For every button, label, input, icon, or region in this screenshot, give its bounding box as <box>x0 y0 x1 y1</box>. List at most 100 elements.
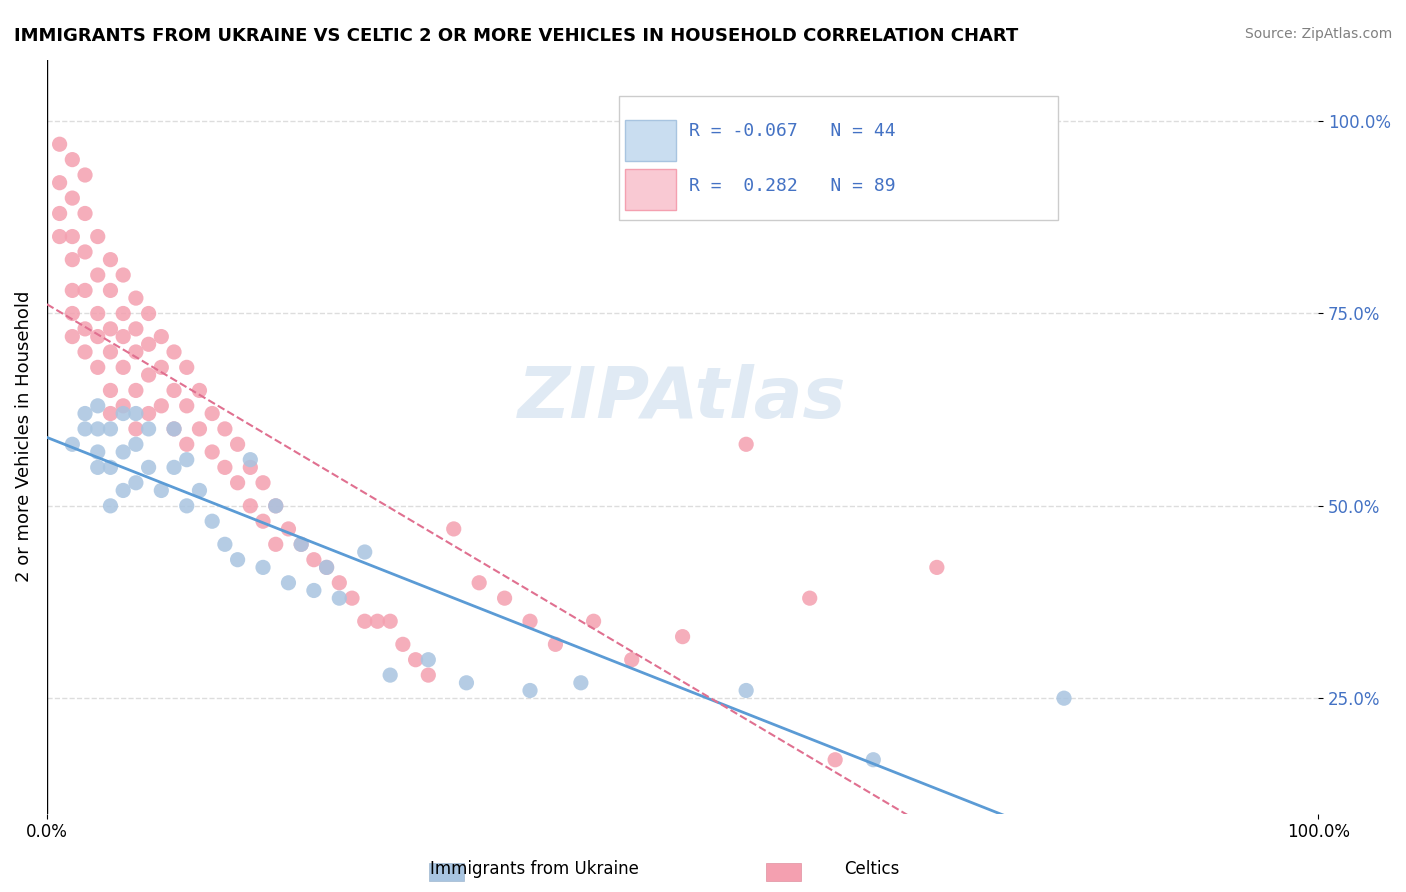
Point <box>328 591 350 606</box>
Point <box>125 384 148 398</box>
Point <box>138 306 160 320</box>
Point <box>252 560 274 574</box>
Point <box>112 407 135 421</box>
Point <box>201 445 224 459</box>
Point <box>163 422 186 436</box>
Point <box>125 437 148 451</box>
Point <box>226 437 249 451</box>
Point <box>100 345 122 359</box>
Point <box>519 614 541 628</box>
Point <box>468 575 491 590</box>
Point <box>73 422 96 436</box>
Point <box>443 522 465 536</box>
Point <box>125 475 148 490</box>
Point <box>73 407 96 421</box>
Point <box>100 460 122 475</box>
Point <box>48 229 70 244</box>
Point <box>138 460 160 475</box>
Point <box>87 268 110 282</box>
Point <box>100 407 122 421</box>
Point <box>188 384 211 398</box>
Point <box>277 522 299 536</box>
Point <box>290 537 312 551</box>
Point <box>100 322 122 336</box>
Point <box>87 422 110 436</box>
Point <box>112 268 135 282</box>
Point <box>176 399 198 413</box>
Point <box>418 668 440 682</box>
FancyBboxPatch shape <box>619 95 1057 220</box>
Point <box>112 445 135 459</box>
Point <box>60 153 83 167</box>
Point <box>201 514 224 528</box>
Point <box>150 483 173 498</box>
Point <box>799 591 821 606</box>
Point <box>48 176 70 190</box>
Point <box>620 653 643 667</box>
Point <box>239 452 262 467</box>
Point <box>100 284 122 298</box>
Text: Immigrants from Ukraine: Immigrants from Ukraine <box>430 860 638 878</box>
Point <box>392 637 415 651</box>
Point <box>569 675 592 690</box>
Y-axis label: 2 or more Vehicles in Household: 2 or more Vehicles in Household <box>15 291 32 582</box>
Point <box>418 653 440 667</box>
Text: Source: ZipAtlas.com: Source: ZipAtlas.com <box>1244 27 1392 41</box>
Point <box>264 499 287 513</box>
Point <box>125 345 148 359</box>
Point <box>112 399 135 413</box>
Point <box>150 399 173 413</box>
Text: R =  0.282   N = 89: R = 0.282 N = 89 <box>689 178 896 195</box>
Point <box>862 753 884 767</box>
Point <box>48 137 70 152</box>
Point <box>456 675 478 690</box>
Point <box>252 514 274 528</box>
Point <box>366 614 388 628</box>
Point <box>73 168 96 182</box>
Point <box>60 284 83 298</box>
Point <box>340 591 363 606</box>
Point <box>112 360 135 375</box>
Point <box>378 614 401 628</box>
Point <box>239 460 262 475</box>
Point <box>735 437 758 451</box>
Point <box>112 329 135 343</box>
Point <box>302 552 325 566</box>
Text: ZIPAtlas: ZIPAtlas <box>519 365 846 434</box>
Point <box>264 537 287 551</box>
Point <box>163 345 186 359</box>
Point <box>138 407 160 421</box>
Point <box>73 345 96 359</box>
Point <box>188 483 211 498</box>
Point <box>671 630 693 644</box>
Point <box>176 452 198 467</box>
Point <box>60 191 83 205</box>
Point <box>125 322 148 336</box>
Point <box>87 229 110 244</box>
Point <box>582 614 605 628</box>
Point <box>239 499 262 513</box>
Point <box>60 437 83 451</box>
Point <box>87 460 110 475</box>
Point <box>100 384 122 398</box>
Point <box>112 306 135 320</box>
Point <box>176 499 198 513</box>
Point <box>125 291 148 305</box>
Point <box>1053 691 1076 706</box>
Point <box>60 329 83 343</box>
Point <box>519 683 541 698</box>
Point <box>138 422 160 436</box>
Point <box>163 422 186 436</box>
Point <box>405 653 427 667</box>
Point <box>125 422 148 436</box>
Point <box>87 329 110 343</box>
Point <box>176 360 198 375</box>
Point <box>824 753 846 767</box>
Point <box>226 475 249 490</box>
Point <box>201 407 224 421</box>
Point <box>48 206 70 220</box>
Point <box>353 614 375 628</box>
Point <box>73 206 96 220</box>
Point <box>87 360 110 375</box>
Point <box>378 668 401 682</box>
